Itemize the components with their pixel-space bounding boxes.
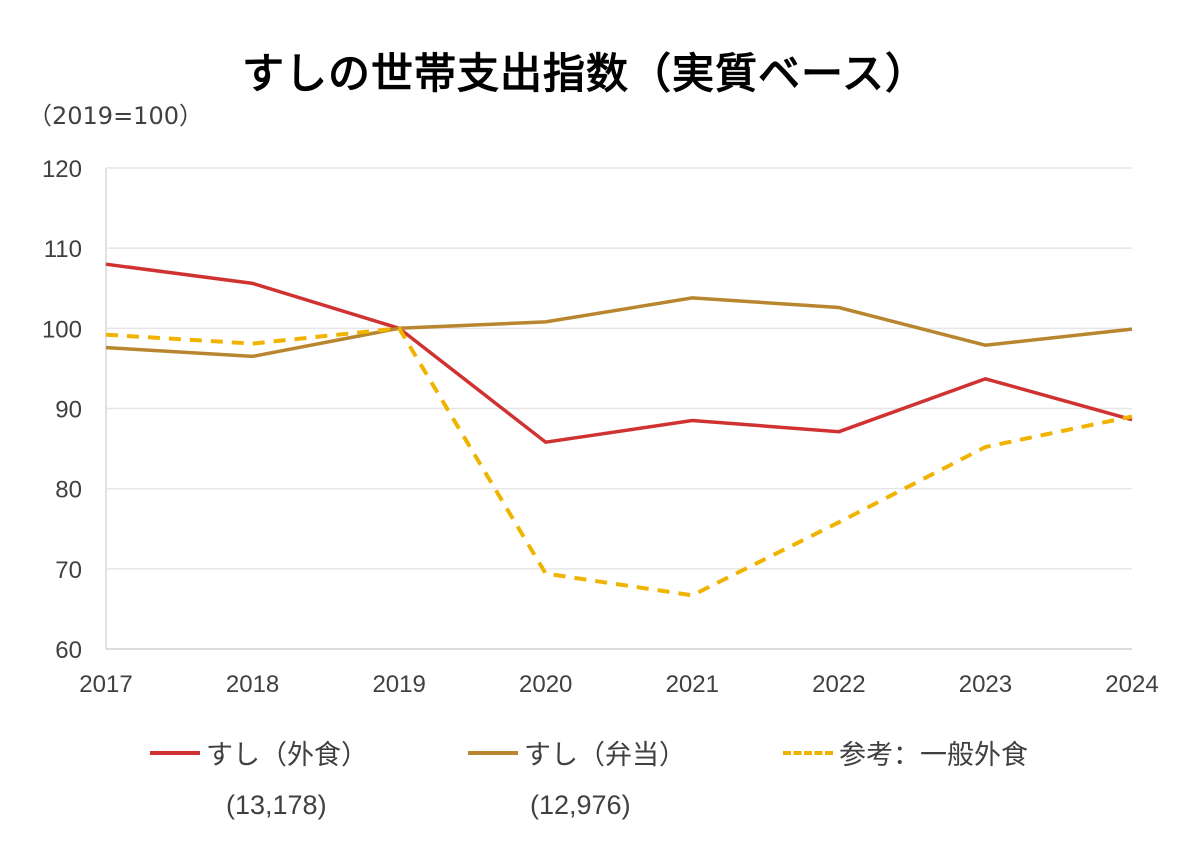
series-line-2 — [105, 326, 1133, 598]
y-tick-label: 90 — [55, 397, 82, 424]
legend-item-general-dining-out: 参考：一般外食 — [783, 733, 1028, 772]
legend-label: すし（弁当） — [524, 740, 686, 771]
y-axis-ticks: 60 70 80 90 100 110 120 — [42, 156, 82, 664]
y-tick-label: 60 — [55, 637, 82, 664]
gridlines — [105, 167, 1132, 650]
legend-swatch-dashed-yellow — [783, 750, 833, 755]
y-tick-label: 110 — [44, 236, 82, 263]
legend-swatch-solid-brown — [468, 750, 518, 755]
legend-label: すし（外食） — [206, 740, 368, 771]
y-tick-label: 100 — [42, 316, 82, 343]
legend-note: (12,976) — [530, 790, 631, 820]
series-line-0 — [105, 262, 1133, 445]
series-lines — [105, 262, 1133, 598]
series-line-1 — [105, 296, 1133, 359]
x-tick-label: 2020 — [519, 671, 572, 698]
x-tick-label: 2017 — [79, 671, 132, 698]
y-tick-label: 80 — [55, 477, 82, 504]
y-tick-label: 120 — [42, 156, 82, 183]
x-tick-label: 2019 — [372, 671, 425, 698]
y-axis-unit-label: （2019=100） — [28, 102, 203, 130]
legend-swatch-solid-red — [150, 750, 200, 755]
legend-label: 参考：一般外食 — [839, 740, 1028, 771]
x-tick-label: 2024 — [1105, 671, 1158, 698]
legend-item-sushi-dining-out: すし（外食） — [150, 733, 368, 772]
x-tick-label: 2018 — [226, 671, 279, 698]
x-tick-label: 2021 — [666, 671, 719, 698]
x-tick-label: 2022 — [812, 671, 865, 698]
legend-item-sushi-bento: すし（弁当） — [468, 733, 686, 772]
y-tick-label: 70 — [55, 557, 82, 584]
x-tick-label: 2023 — [959, 671, 1012, 698]
x-axis-ticks: 2017 2018 2019 2020 2021 2022 2023 2024 — [79, 671, 1158, 698]
chart-title: すしの世帯支出指数（実質ベース） — [242, 49, 928, 98]
legend-note: (13,178) — [226, 790, 327, 820]
